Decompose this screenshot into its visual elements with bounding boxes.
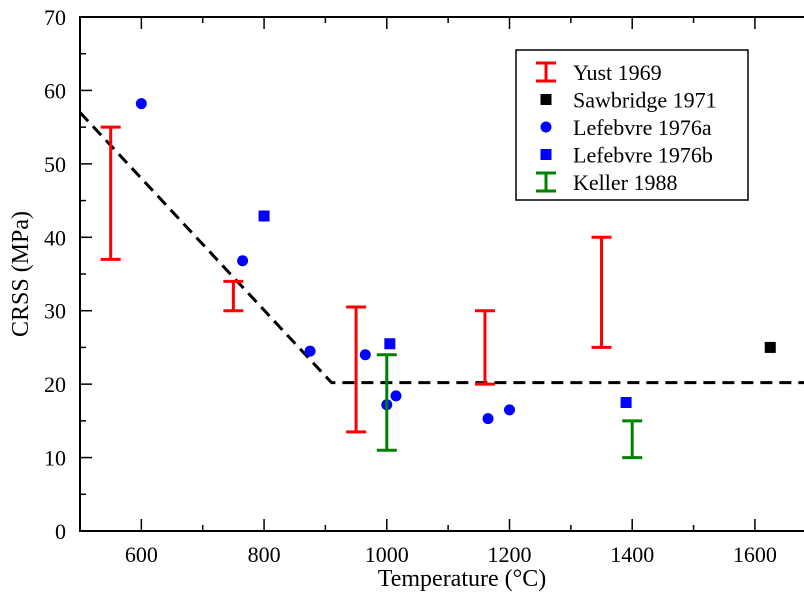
y-tick-label: 10 [44,446,66,471]
legend-label: Keller 1988 [573,170,677,195]
data-errorbar [591,235,612,349]
y-tick-label: 50 [44,152,66,177]
data-point-square [258,210,270,222]
data-point-circle [482,413,494,425]
legend-circle-icon [540,121,552,133]
data-errorbar [622,419,643,460]
data-errorbar [474,309,495,386]
data-errorbar [223,279,244,313]
data-point-circle [503,404,515,416]
data-point-square [764,341,776,353]
legend-item: Lefebvre 1976b [540,143,713,168]
y-tick-label: 20 [44,372,66,397]
y-tick-label: 40 [44,225,66,250]
y-tick-label: 60 [44,78,66,103]
x-axis-label: Temperature (°C) [378,566,547,592]
data-errorbar [346,305,367,434]
data-errorbar [376,353,397,452]
legend-label: Lefebvre 1976b [573,143,713,168]
series-lefebvre-1976b [258,210,632,408]
x-tick-label: 1000 [365,542,409,567]
y-tick-label: 70 [44,5,66,30]
legend-item: Lefebvre 1976a [540,115,712,140]
legend-box [515,49,749,201]
legend-item: Yust 1969 [536,60,662,85]
legend-item: Sawbridge 1971 [540,88,717,113]
series-yust-1969 [100,125,612,434]
legend-square-icon [540,94,552,105]
x-tick-label: 800 [248,542,281,567]
series-keller-1988 [376,353,643,460]
data-point-circle [135,98,147,110]
data-point-square [620,397,632,408]
legend-errorbar-icon [536,171,556,193]
y-tick-label: 0 [55,519,66,544]
legend-square-icon [540,149,552,160]
fit-dashed-line [78,111,804,385]
x-tick-label: 600 [125,542,158,567]
series-lefebvre-1976a [135,98,515,425]
legend-errorbar-icon [536,61,556,83]
data-point-circle [359,349,371,361]
x-tick-label: 1600 [733,542,777,567]
x-tick-label: 1400 [610,542,654,567]
y-tick-label: 30 [44,299,66,324]
legend-label: Sawbridge 1971 [573,88,717,113]
x-tick-label: 1200 [487,542,531,567]
data-point-circle [304,345,316,357]
data-point-circle [390,390,402,402]
data-errorbar [100,125,121,261]
legend-item: Keller 1988 [536,170,677,195]
data-point-circle [237,255,249,267]
legend-label: Yust 1969 [573,60,662,85]
data-point-square [384,338,396,350]
y-axis-label: CRSS (MPa) [8,211,34,337]
series-sawbridge-1971 [764,341,776,353]
legend-label: Lefebvre 1976a [573,115,712,140]
